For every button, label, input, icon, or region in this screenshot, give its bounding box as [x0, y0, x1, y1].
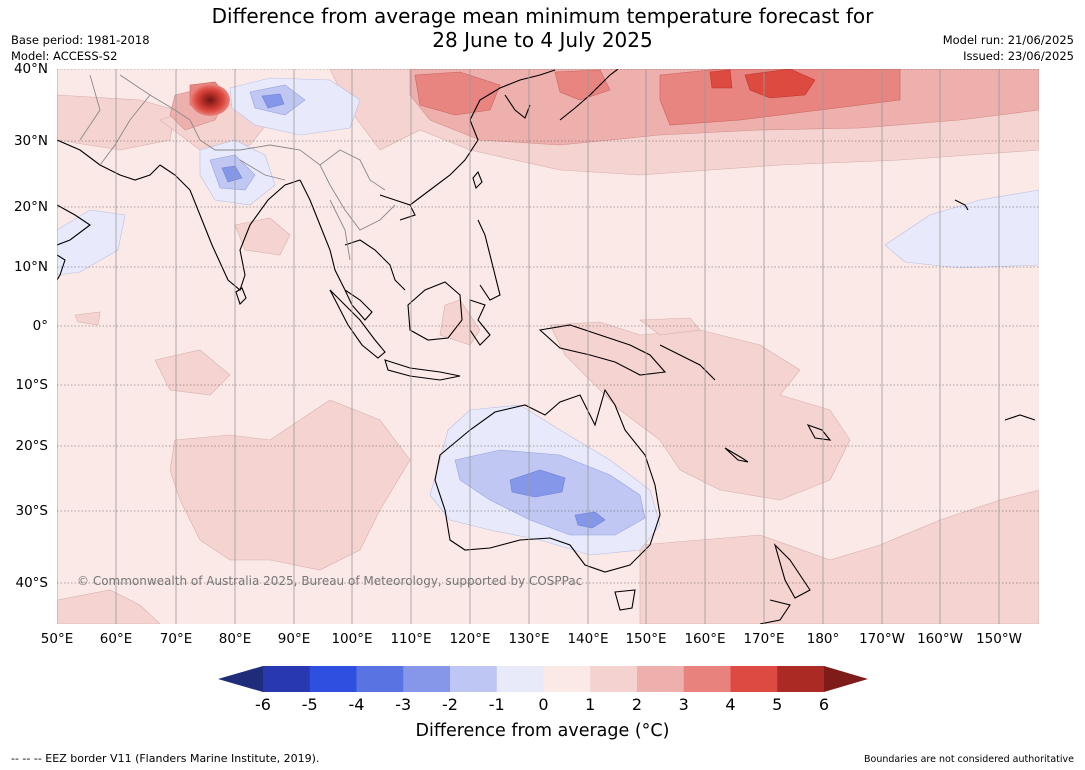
lon-label: 110°E: [390, 631, 432, 647]
colorbar-cell: [403, 666, 451, 692]
lon-label: 100°E: [331, 631, 373, 647]
boundaries-note: Boundaries are not considered authoritat…: [864, 754, 1074, 765]
base-period: Base period: 1981-2018: [11, 33, 150, 47]
colorbar-tick: -6: [255, 695, 271, 714]
colorbar-cell: [777, 666, 825, 692]
colorbar-tick: 4: [725, 695, 736, 714]
title-line-2: 28 June to 4 July 2025: [432, 28, 653, 52]
colorbar-cell: [496, 666, 544, 692]
lon-label: 170°E: [743, 631, 785, 647]
colorbar-tick: -1: [488, 695, 505, 714]
lat-label: 40°N: [13, 61, 48, 77]
eez-legend: -- -- -- EEZ border V11 (Flanders Marine…: [11, 752, 320, 765]
colorbar-tick: -4: [348, 695, 365, 714]
graticule: [57, 69, 1039, 584]
lat-label: 30°S: [15, 503, 49, 519]
lon-label: 80°E: [218, 631, 252, 647]
colorbar-right-arrow: [824, 666, 868, 692]
meridians: [57, 69, 1000, 624]
lon-label: 70°E: [159, 631, 193, 647]
lon-label: 50°E: [40, 631, 74, 647]
lat-label: 10°S: [15, 377, 49, 393]
colorbar-cell: [450, 666, 498, 692]
meta-right: Model run: 21/06/2025 Issued: 23/06/2025: [943, 32, 1074, 64]
lat-label: 0°: [32, 318, 48, 334]
lat-label: 10°N: [13, 259, 48, 275]
lat-label: 20°S: [15, 438, 49, 454]
colorbar-cell: [356, 666, 404, 692]
lon-label: 60°E: [99, 631, 133, 647]
title-line-1: Difference from average mean minimum tem…: [211, 4, 874, 28]
lon-label: 170°W: [859, 631, 905, 647]
anomaly-4-5-regions: [709, 69, 816, 99]
colorbar-tick: -5: [301, 695, 318, 714]
copyright-notice: © Commonwealth of Australia 2025, Bureau…: [77, 574, 583, 588]
colorbar-tick: 6: [818, 695, 830, 714]
lon-label: 140°E: [567, 631, 609, 647]
colorbar-cell: [309, 666, 357, 692]
lon-label: 180°: [806, 631, 840, 647]
lat-label: 40°S: [15, 575, 49, 591]
model-run: Model run: 21/06/2025: [942, 33, 1074, 47]
anomaly-neg-2-3-regions: [221, 93, 606, 529]
lon-label: 90°E: [277, 631, 311, 647]
map-title: Difference from average mean minimum tem…: [0, 4, 1085, 52]
lon-label: 130°E: [508, 631, 550, 647]
lat-label: 20°N: [13, 199, 48, 215]
lon-label: 160°E: [684, 631, 726, 647]
issued-date: Issued: 23/06/2025: [963, 49, 1074, 63]
colorbar-left-arrow: [218, 666, 263, 692]
colorbar-tick: -3: [395, 695, 412, 714]
model-name: Model: ACCESS-S2: [11, 49, 118, 63]
colorbar-tick: 1: [585, 695, 596, 714]
colorbar-tick: 2: [631, 695, 643, 714]
colorbar-cell: [263, 666, 311, 692]
lon-label: 120°E: [449, 631, 491, 647]
colorbar-tick: 0: [538, 695, 549, 714]
colorbar-cell: [730, 666, 778, 692]
lon-label: 150°E: [625, 631, 667, 647]
colorbar-tick: 5: [772, 695, 783, 714]
hotspot-region: [190, 84, 230, 116]
lon-label: 150°W: [976, 631, 1022, 647]
colorbar-tick: -2: [442, 695, 458, 714]
colorbar-cell: [683, 666, 731, 692]
country-borders: [79, 74, 396, 261]
colorbar-cell: [637, 666, 685, 692]
colorbar-cell: [543, 666, 591, 692]
colorbar-title: Difference from average (°C): [415, 721, 670, 741]
colorbar-tick: 3: [678, 695, 689, 714]
meta-left: Base period: 1981-2018 Model: ACCESS-S2: [11, 32, 150, 64]
colorbar-cells: [263, 666, 825, 692]
lat-label: 30°N: [13, 133, 48, 149]
colorbar-cell: [590, 666, 638, 692]
lon-label: 160°W: [917, 631, 963, 647]
colorbar: [218, 666, 868, 692]
